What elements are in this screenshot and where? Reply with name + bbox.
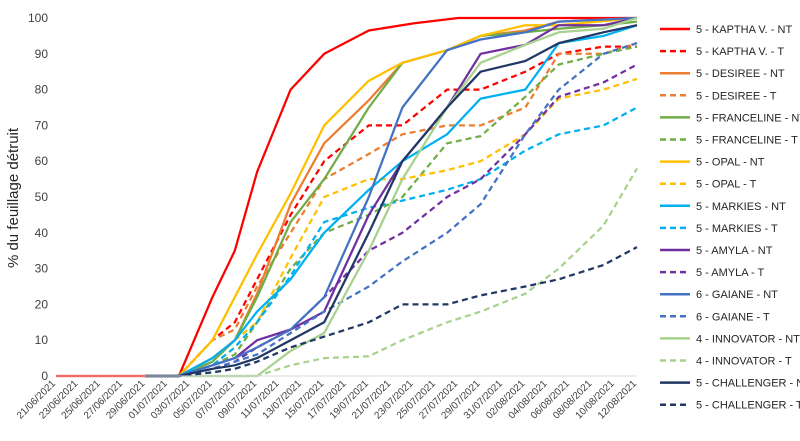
y-axis: 0 10 20 30 40 50 60 70 80 90 100	[28, 11, 48, 383]
legend-item: 5 - FRANCELINE - T	[660, 135, 798, 147]
series-line	[56, 16, 637, 378]
y-tick-label: 50	[35, 190, 49, 204]
legend-item: 5 - DESIREE - NT	[660, 68, 785, 80]
series-line	[145, 24, 638, 378]
y-tick-label: 60	[35, 154, 49, 168]
legend-item: 5 - CHALLENGER - NT	[660, 378, 800, 390]
legend-label: 5 - OPAL - NT	[696, 157, 765, 169]
legend-label: 6 - GAIANE - NT	[696, 289, 778, 301]
legend: 5 - KAPTHA V. - NT 5 - KAPTHA V. - T 5 - D…	[660, 24, 800, 412]
series-line	[145, 167, 638, 378]
series-line	[145, 16, 638, 378]
series-line	[145, 106, 638, 378]
legend-label: 5 - FRANCELINE - T	[696, 135, 798, 147]
series-line	[145, 42, 638, 378]
legend-item: 5 - AMYLA - NT	[660, 245, 773, 257]
legend-label: 6 - GAIANE - T	[696, 311, 770, 323]
y-tick-label: 0	[41, 369, 48, 383]
series-line	[145, 20, 638, 378]
legend-item: 5 - KAPTHA V. - T	[660, 46, 784, 58]
legend-label: 5 - AMYLA - T	[696, 267, 765, 279]
series-line	[145, 16, 638, 378]
legend-label: 5 - KAPTHA V. - T	[696, 46, 784, 58]
legend-item: 5 - AMYLA - T	[660, 267, 765, 279]
y-tick-label: 40	[35, 226, 49, 240]
legend-item: 6 - GAIANE - T	[660, 311, 770, 323]
legend-label: 5 - CHALLENGER - NT	[696, 378, 800, 390]
legend-item: 5 - DESIREE - T	[660, 90, 777, 102]
y-tick-label: 90	[35, 47, 49, 61]
y-tick-label: 20	[35, 297, 49, 311]
legend-label: 5 - MARKIES - T	[696, 223, 778, 235]
series-line	[145, 16, 638, 378]
legend-item: 5 - CHALLENGER - T	[660, 400, 800, 412]
legend-label: 5 - MARKIES - NT	[696, 201, 786, 213]
legend-label: 5 - DESIREE - NT	[696, 68, 785, 80]
legend-label: 5 - OPAL - T	[696, 179, 757, 191]
y-tick-label: 80	[35, 83, 49, 97]
legend-label: 5 - KAPTHA V. - NT	[696, 24, 792, 36]
legend-label: 5 - CHALLENGER - T	[696, 400, 800, 412]
series-line	[145, 16, 638, 378]
legend-label: 5 - DESIREE - T	[696, 90, 777, 102]
y-tick-label: 10	[35, 333, 49, 347]
legend-label: 5 - FRANCELINE - NT	[696, 112, 800, 124]
y-tick-label: 70	[35, 118, 49, 132]
series-line	[145, 16, 638, 378]
series-line	[145, 42, 638, 378]
y-axis-title: % du feuillage détruit	[5, 127, 22, 268]
series-line	[145, 77, 638, 378]
legend-item: 4 - INNOVATOR - T	[660, 356, 792, 368]
series-line	[145, 24, 638, 378]
legend-item: 5 - KAPTHA V. - NT	[660, 24, 792, 36]
legend-label: 5 - AMYLA - NT	[696, 245, 773, 257]
legend-item: 5 - MARKIES - T	[660, 223, 778, 235]
x-axis: 21/06/202123/06/202125/06/202127/06/2021…	[15, 375, 639, 422]
legend-item: 5 - MARKIES - NT	[660, 201, 786, 213]
legend-item: 5 - FRANCELINE - NT	[660, 112, 800, 124]
legend-item: 5 - OPAL - NT	[660, 157, 765, 169]
legend-label: 4 - INNOVATOR - NT	[696, 333, 800, 345]
series-line	[145, 246, 638, 378]
legend-item: 6 - GAIANE - NT	[660, 289, 778, 301]
plot-area	[56, 16, 638, 378]
y-tick-label: 100	[28, 11, 48, 25]
y-tick-label: 30	[35, 262, 49, 276]
legend-item: 4 - INNOVATOR - NT	[660, 333, 800, 345]
legend-label: 4 - INNOVATOR - T	[696, 356, 792, 368]
legend-item: 5 - OPAL - T	[660, 179, 757, 191]
